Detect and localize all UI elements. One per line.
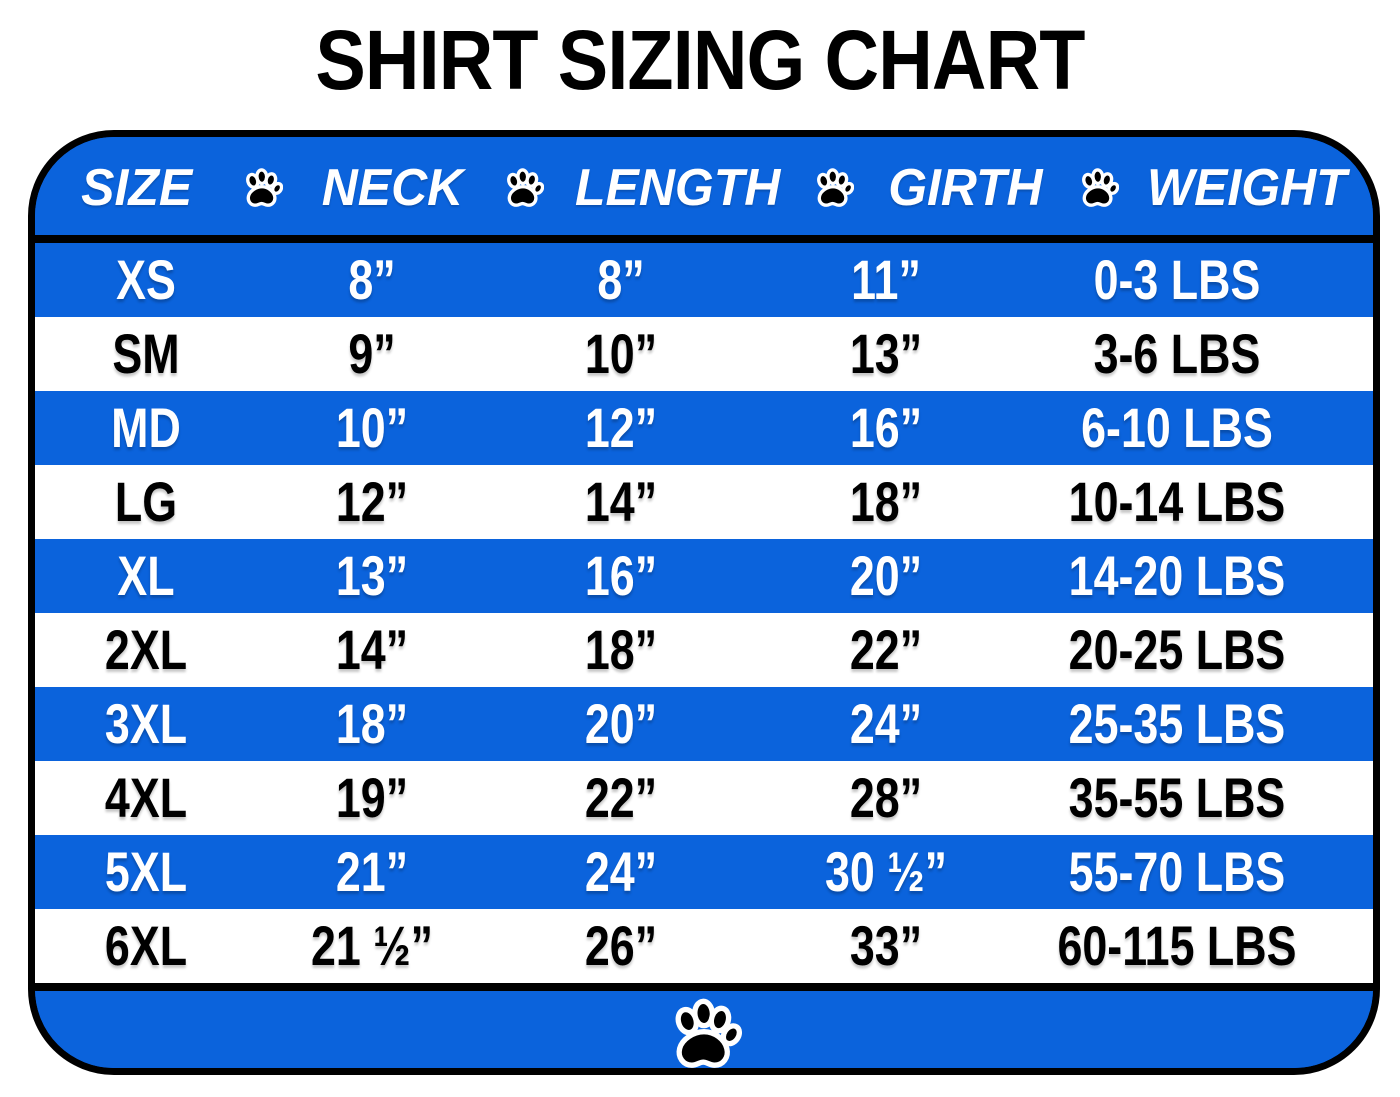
cell-neck: 21” — [335, 840, 409, 903]
cell-size: XS — [116, 248, 176, 311]
sizing-table-card: SIZE NECK LENGTH GIRTH WEIGHT XS 8” 8” 11” 0-3 L… — [28, 130, 1380, 1075]
cell-length: 22” — [584, 766, 658, 829]
cell-weight: 20-25 LBS — [1068, 618, 1286, 681]
cell-girth: 11” — [851, 248, 921, 311]
cell-length: 12” — [584, 396, 658, 459]
cell-weight: 3-6 LBS — [1093, 322, 1261, 385]
cell-length: 14” — [584, 470, 658, 533]
cell-length: 26” — [584, 914, 658, 977]
cell-girth: 16” — [849, 396, 923, 459]
table-row: SM 9” 10” 13” 3-6 LBS — [35, 317, 1373, 391]
cell-weight: 0-3 LBS — [1093, 248, 1261, 311]
column-header-weight: WEIGHT — [1147, 159, 1347, 217]
cell-size: 6XL — [104, 914, 188, 977]
table-row: 6XL 21 ½” 26” 33” 60-115 LBS — [35, 909, 1373, 983]
paw-print-icon — [238, 167, 284, 209]
cell-neck: 10” — [335, 396, 409, 459]
cell-size: 3XL — [104, 692, 188, 755]
cell-size: 5XL — [104, 840, 188, 903]
cell-girth: 28” — [849, 766, 923, 829]
cell-neck: 18” — [335, 692, 409, 755]
cell-neck: 13” — [335, 544, 409, 607]
cell-size: XL — [117, 544, 175, 607]
cell-length: 24” — [584, 840, 658, 903]
table-row: XL 13” 16” 20” 14-20 LBS — [35, 539, 1373, 613]
cell-size: MD — [111, 396, 181, 459]
table-header-row: SIZE NECK LENGTH GIRTH WEIGHT — [35, 137, 1373, 243]
column-header-girth: GIRTH — [888, 159, 1043, 217]
cell-weight: 35-55 LBS — [1068, 766, 1286, 829]
paw-print-icon — [1075, 167, 1121, 209]
cell-length: 20” — [584, 692, 658, 755]
cell-girth: 22” — [849, 618, 923, 681]
cell-girth: 18” — [849, 470, 923, 533]
paw-print-icon — [810, 167, 856, 209]
table-row: 4XL 19” 22” 28” 35-55 LBS — [35, 761, 1373, 835]
page-title: SHIRT SIZING CHART — [315, 13, 1085, 107]
cell-girth: 20” — [849, 544, 923, 607]
cell-girth: 24” — [849, 692, 923, 755]
cell-neck: 9” — [348, 322, 396, 385]
cell-size: LG — [114, 470, 178, 533]
cell-length: 16” — [584, 544, 658, 607]
table-row: XS 8” 8” 11” 0-3 LBS — [35, 243, 1373, 317]
cell-weight: 55-70 LBS — [1068, 840, 1286, 903]
cell-neck: 12” — [335, 470, 409, 533]
cell-weight: 14-20 LBS — [1068, 544, 1286, 607]
cell-weight: 10-14 LBS — [1068, 470, 1286, 533]
table-row: 5XL 21” 24” 30 ½” 55-70 LBS — [35, 835, 1373, 909]
cell-weight: 60-115 LBS — [1057, 914, 1297, 977]
table-row: 2XL 14” 18” 22” 20-25 LBS — [35, 613, 1373, 687]
cell-girth: 13” — [849, 322, 923, 385]
cell-neck: 19” — [335, 766, 409, 829]
column-header-size: SIZE — [81, 159, 193, 217]
cell-length: 10” — [584, 322, 658, 385]
column-header-length: LENGTH — [575, 159, 781, 217]
column-header-neck: NECK — [321, 159, 463, 217]
cell-length: 8” — [597, 248, 645, 311]
cell-size: SM — [112, 322, 180, 385]
cell-weight: 6-10 LBS — [1081, 396, 1273, 459]
cell-girth: 33” — [849, 914, 923, 977]
cell-size: 4XL — [104, 766, 188, 829]
paw-print-icon — [500, 167, 546, 209]
paw-print-icon — [666, 996, 742, 1068]
cell-weight: 25-35 LBS — [1068, 692, 1286, 755]
table-body: XS 8” 8” 11” 0-3 LBS SM 9” 10” 13” 3-6 LBS MD 10” 12… — [35, 243, 1373, 983]
cell-size: 2XL — [104, 618, 188, 681]
table-row: LG 12” 14” 18” 10-14 LBS — [35, 465, 1373, 539]
cell-neck: 8” — [348, 248, 396, 311]
table-footer — [35, 983, 1373, 1068]
cell-girth: 30 ½” — [824, 840, 948, 903]
cell-neck: 14” — [335, 618, 409, 681]
cell-length: 18” — [584, 618, 658, 681]
table-row: MD 10” 12” 16” 6-10 LBS — [35, 391, 1373, 465]
cell-neck: 21 ½” — [310, 914, 434, 977]
table-row: 3XL 18” 20” 24” 25-35 LBS — [35, 687, 1373, 761]
